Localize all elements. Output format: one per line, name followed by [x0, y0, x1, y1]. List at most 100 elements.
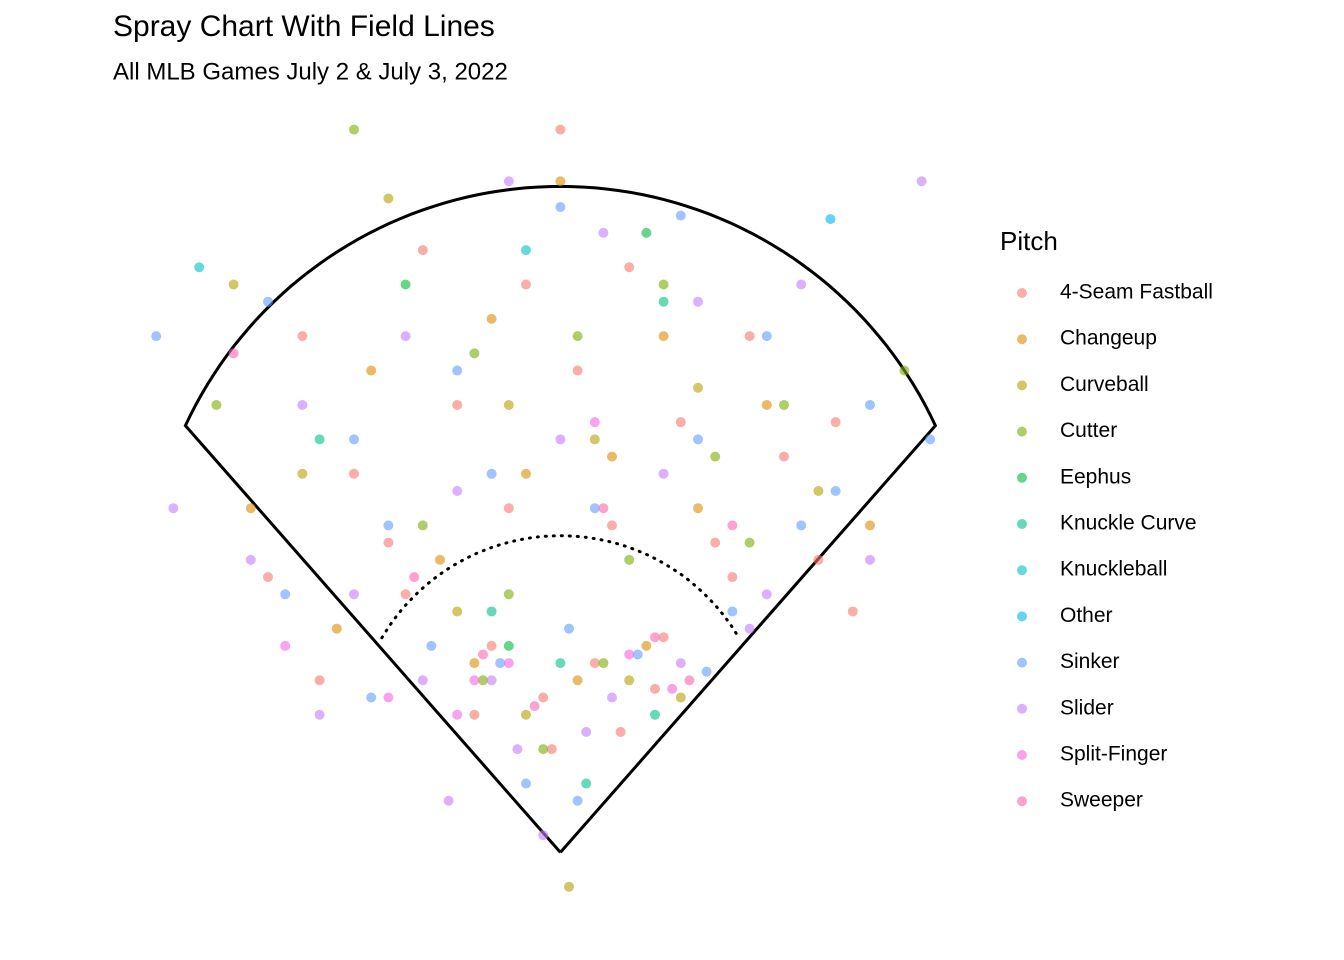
- legend-label: Other: [1060, 604, 1113, 627]
- point: [245, 503, 256, 514]
- point: [710, 537, 721, 548]
- legend-marker: [1017, 703, 1027, 714]
- point: [727, 606, 738, 617]
- point: [503, 176, 514, 187]
- point: [624, 649, 635, 660]
- point: [452, 399, 463, 410]
- legend-label: Sweeper: [1060, 789, 1143, 812]
- point: [452, 606, 463, 617]
- point: [825, 214, 836, 225]
- point: [469, 348, 480, 359]
- point: [314, 675, 325, 686]
- point: [409, 572, 420, 583]
- point: [830, 485, 841, 496]
- point: [607, 520, 617, 531]
- point: [598, 658, 609, 669]
- point: [280, 640, 291, 651]
- point: [744, 331, 755, 342]
- point: [486, 606, 497, 617]
- point: [899, 365, 910, 376]
- point: [495, 658, 506, 669]
- point: [521, 245, 531, 256]
- point: [168, 503, 179, 514]
- point: [727, 572, 738, 583]
- point: [572, 365, 583, 376]
- point: [400, 279, 411, 290]
- point: [555, 434, 566, 445]
- legend-marker: [1017, 657, 1027, 668]
- legend-label: Curveball: [1060, 373, 1149, 396]
- point: [598, 227, 609, 238]
- point: [701, 666, 712, 677]
- point: [151, 331, 162, 342]
- point: [572, 675, 583, 686]
- point: [581, 726, 592, 737]
- point: [572, 331, 583, 342]
- point: [589, 658, 600, 669]
- point: [469, 709, 480, 720]
- legend-label: Eephus: [1060, 465, 1131, 488]
- legend-marker: [1017, 611, 1027, 622]
- point: [469, 675, 480, 686]
- legend-label: 4-Seam Fastball: [1060, 281, 1213, 304]
- point: [641, 640, 652, 651]
- point: [761, 331, 772, 342]
- point: [744, 623, 755, 634]
- point: [847, 606, 858, 617]
- point: [658, 468, 669, 479]
- legend-marker: [1017, 565, 1027, 576]
- point: [521, 279, 531, 290]
- point: [469, 658, 480, 669]
- point: [607, 451, 617, 462]
- point: [865, 520, 875, 531]
- infield-arc: [380, 534, 741, 640]
- point: [529, 701, 540, 712]
- point: [452, 485, 463, 496]
- point: [383, 520, 394, 531]
- point: [710, 451, 721, 462]
- point: [383, 692, 394, 703]
- point: [503, 399, 514, 410]
- point: [675, 658, 686, 669]
- point: [478, 675, 488, 686]
- point: [650, 683, 660, 694]
- point: [314, 434, 325, 445]
- point: [538, 744, 549, 755]
- legend-marker: [1017, 519, 1027, 529]
- point: [555, 658, 566, 669]
- point: [211, 399, 222, 410]
- point: [245, 554, 256, 565]
- legend-label: Changeup: [1060, 327, 1157, 350]
- point: [796, 279, 807, 290]
- point: [297, 468, 308, 479]
- point: [624, 554, 635, 565]
- point: [675, 417, 686, 428]
- point: [263, 572, 273, 583]
- point: [383, 537, 394, 548]
- point: [452, 365, 463, 376]
- point: [607, 692, 617, 703]
- point: [813, 485, 824, 496]
- chart-title: Spray Chart With Field Lines: [113, 10, 495, 43]
- point: [503, 658, 514, 669]
- point: [589, 503, 600, 514]
- point: [632, 649, 643, 660]
- point: [761, 399, 772, 410]
- legend-label: Knuckleball: [1060, 558, 1167, 581]
- chart-subtitle: All MLB Games July 2 & July 3, 2022: [113, 58, 508, 85]
- point: [194, 262, 205, 273]
- legend-marker: [1017, 472, 1027, 483]
- point: [779, 399, 789, 410]
- point: [417, 245, 428, 256]
- point: [486, 468, 497, 479]
- legend-label: Slider: [1060, 696, 1114, 719]
- point: [400, 331, 411, 342]
- point: [349, 589, 359, 600]
- point: [443, 795, 454, 806]
- point: [693, 296, 703, 307]
- point: [650, 709, 660, 720]
- point: [349, 434, 359, 445]
- point: [435, 554, 445, 565]
